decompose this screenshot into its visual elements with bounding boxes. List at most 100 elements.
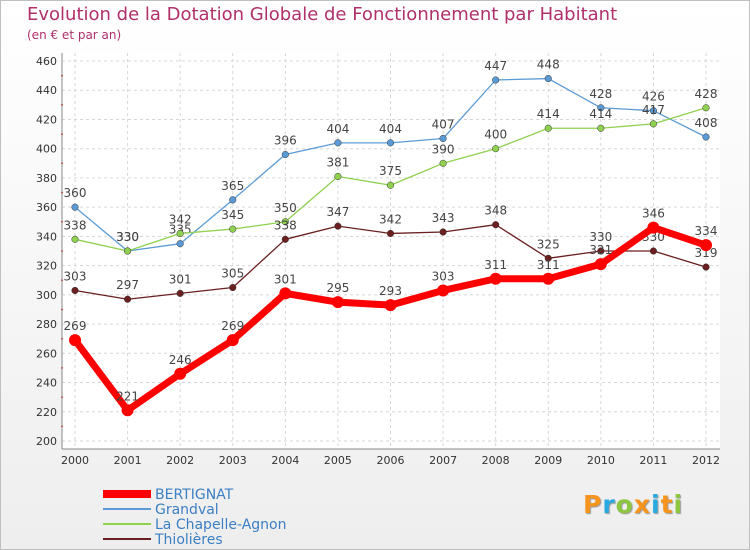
- data-label: 330: [116, 230, 139, 244]
- data-label: 303: [432, 269, 455, 283]
- data-point: [597, 104, 605, 112]
- data-label: 342: [169, 212, 192, 226]
- logo-letter: o: [615, 490, 634, 519]
- data-point: [647, 221, 660, 234]
- data-point: [437, 284, 450, 297]
- data-label: 330: [116, 230, 139, 244]
- y-tick-label: 400: [36, 143, 57, 156]
- data-label: 246: [169, 353, 192, 367]
- x-tick-label: 2000: [61, 454, 89, 467]
- data-point: [71, 203, 79, 211]
- data-point: [594, 258, 607, 271]
- x-tick-label: 2009: [534, 454, 562, 467]
- data-label: 305: [221, 267, 244, 281]
- y-tick-label: 300: [36, 289, 57, 302]
- legend-label: La Chapelle-Agnon: [155, 517, 286, 533]
- data-label: 338: [64, 218, 87, 232]
- data-label: 400: [484, 128, 507, 142]
- data-point: [281, 150, 289, 159]
- data-point: [384, 299, 397, 312]
- data-point: [71, 235, 79, 243]
- data-label: 321: [589, 243, 612, 257]
- data-point: [702, 263, 710, 271]
- x-tick-label: 2006: [377, 454, 405, 467]
- data-label: 297: [116, 278, 139, 292]
- data-label: 311: [484, 258, 507, 272]
- x-tick-label: 2008: [482, 454, 510, 467]
- data-label: 301: [274, 272, 297, 286]
- x-tick-label: 2004: [271, 454, 299, 467]
- proxiti-logo: Proxiti: [583, 490, 683, 519]
- x-tick-label: 2011: [639, 454, 667, 467]
- legend-label: Thiolières: [154, 532, 223, 548]
- data-label: 375: [379, 164, 402, 178]
- x-tick-label: 2007: [429, 454, 457, 467]
- data-label: 390: [432, 142, 455, 156]
- data-label: 319: [695, 246, 718, 260]
- logo-letter: P: [583, 490, 603, 519]
- data-label: 350: [274, 201, 297, 215]
- data-label: 360: [64, 186, 87, 200]
- data-label: 348: [484, 204, 507, 218]
- data-label: 346: [642, 207, 665, 221]
- y-tick-label: 420: [36, 113, 57, 126]
- x-tick-label: 2010: [587, 454, 615, 467]
- data-label: 417: [642, 103, 665, 117]
- y-tick-label: 340: [36, 230, 57, 243]
- data-point: [489, 272, 502, 285]
- y-tick-label: 360: [36, 201, 57, 214]
- legend-label: Grandval: [155, 502, 219, 518]
- data-label: 365: [221, 179, 244, 193]
- data-label: 342: [379, 212, 402, 226]
- data-point: [700, 239, 712, 252]
- data-point: [702, 104, 710, 112]
- chart-subtitle: (en € et par an): [27, 28, 122, 42]
- data-point: [279, 287, 292, 300]
- logo-letter: r: [602, 490, 616, 519]
- data-point: [121, 404, 134, 417]
- data-label: 269: [221, 319, 244, 333]
- data-point: [71, 286, 79, 295]
- data-label: 293: [379, 284, 402, 298]
- data-label: 347: [326, 205, 349, 219]
- data-label: 343: [432, 211, 455, 225]
- x-tick-label: 2012: [692, 454, 720, 467]
- data-point: [386, 229, 395, 238]
- data-point: [492, 145, 500, 153]
- data-point: [702, 133, 710, 141]
- data-label: 330: [589, 230, 612, 244]
- y-tick-label: 200: [36, 435, 57, 448]
- y-tick-label: 260: [36, 347, 57, 360]
- data-label: 221: [116, 389, 139, 403]
- data-point: [334, 222, 342, 230]
- data-point: [229, 225, 237, 233]
- data-label: 311: [537, 258, 560, 272]
- data-label: 404: [326, 122, 349, 136]
- data-point: [176, 229, 184, 238]
- data-label: 269: [64, 319, 87, 333]
- data-label: 414: [589, 107, 612, 121]
- x-tick-label: 2005: [324, 454, 352, 467]
- chart-title: Evolution de la Dotation Globale de Fonc…: [27, 4, 618, 25]
- logo-letter: i: [651, 490, 661, 519]
- x-tick-label: 2001: [114, 454, 142, 467]
- data-point: [439, 134, 447, 143]
- data-point: [649, 107, 657, 115]
- data-point: [649, 247, 657, 255]
- data-label: 396: [274, 134, 297, 148]
- data-point: [597, 247, 605, 255]
- data-point: [334, 172, 342, 181]
- data-point: [542, 272, 555, 285]
- y-tick-label: 440: [36, 84, 57, 97]
- y-tick-label: 220: [36, 406, 57, 419]
- data-point: [649, 120, 657, 128]
- data-point: [386, 139, 395, 147]
- data-point: [334, 139, 342, 147]
- data-point: [597, 124, 605, 132]
- data-label: 426: [642, 90, 665, 104]
- logo-letter: i: [673, 490, 684, 519]
- data-point: [69, 334, 81, 347]
- y-tick-label: 240: [36, 377, 57, 390]
- data-label: 303: [64, 269, 87, 283]
